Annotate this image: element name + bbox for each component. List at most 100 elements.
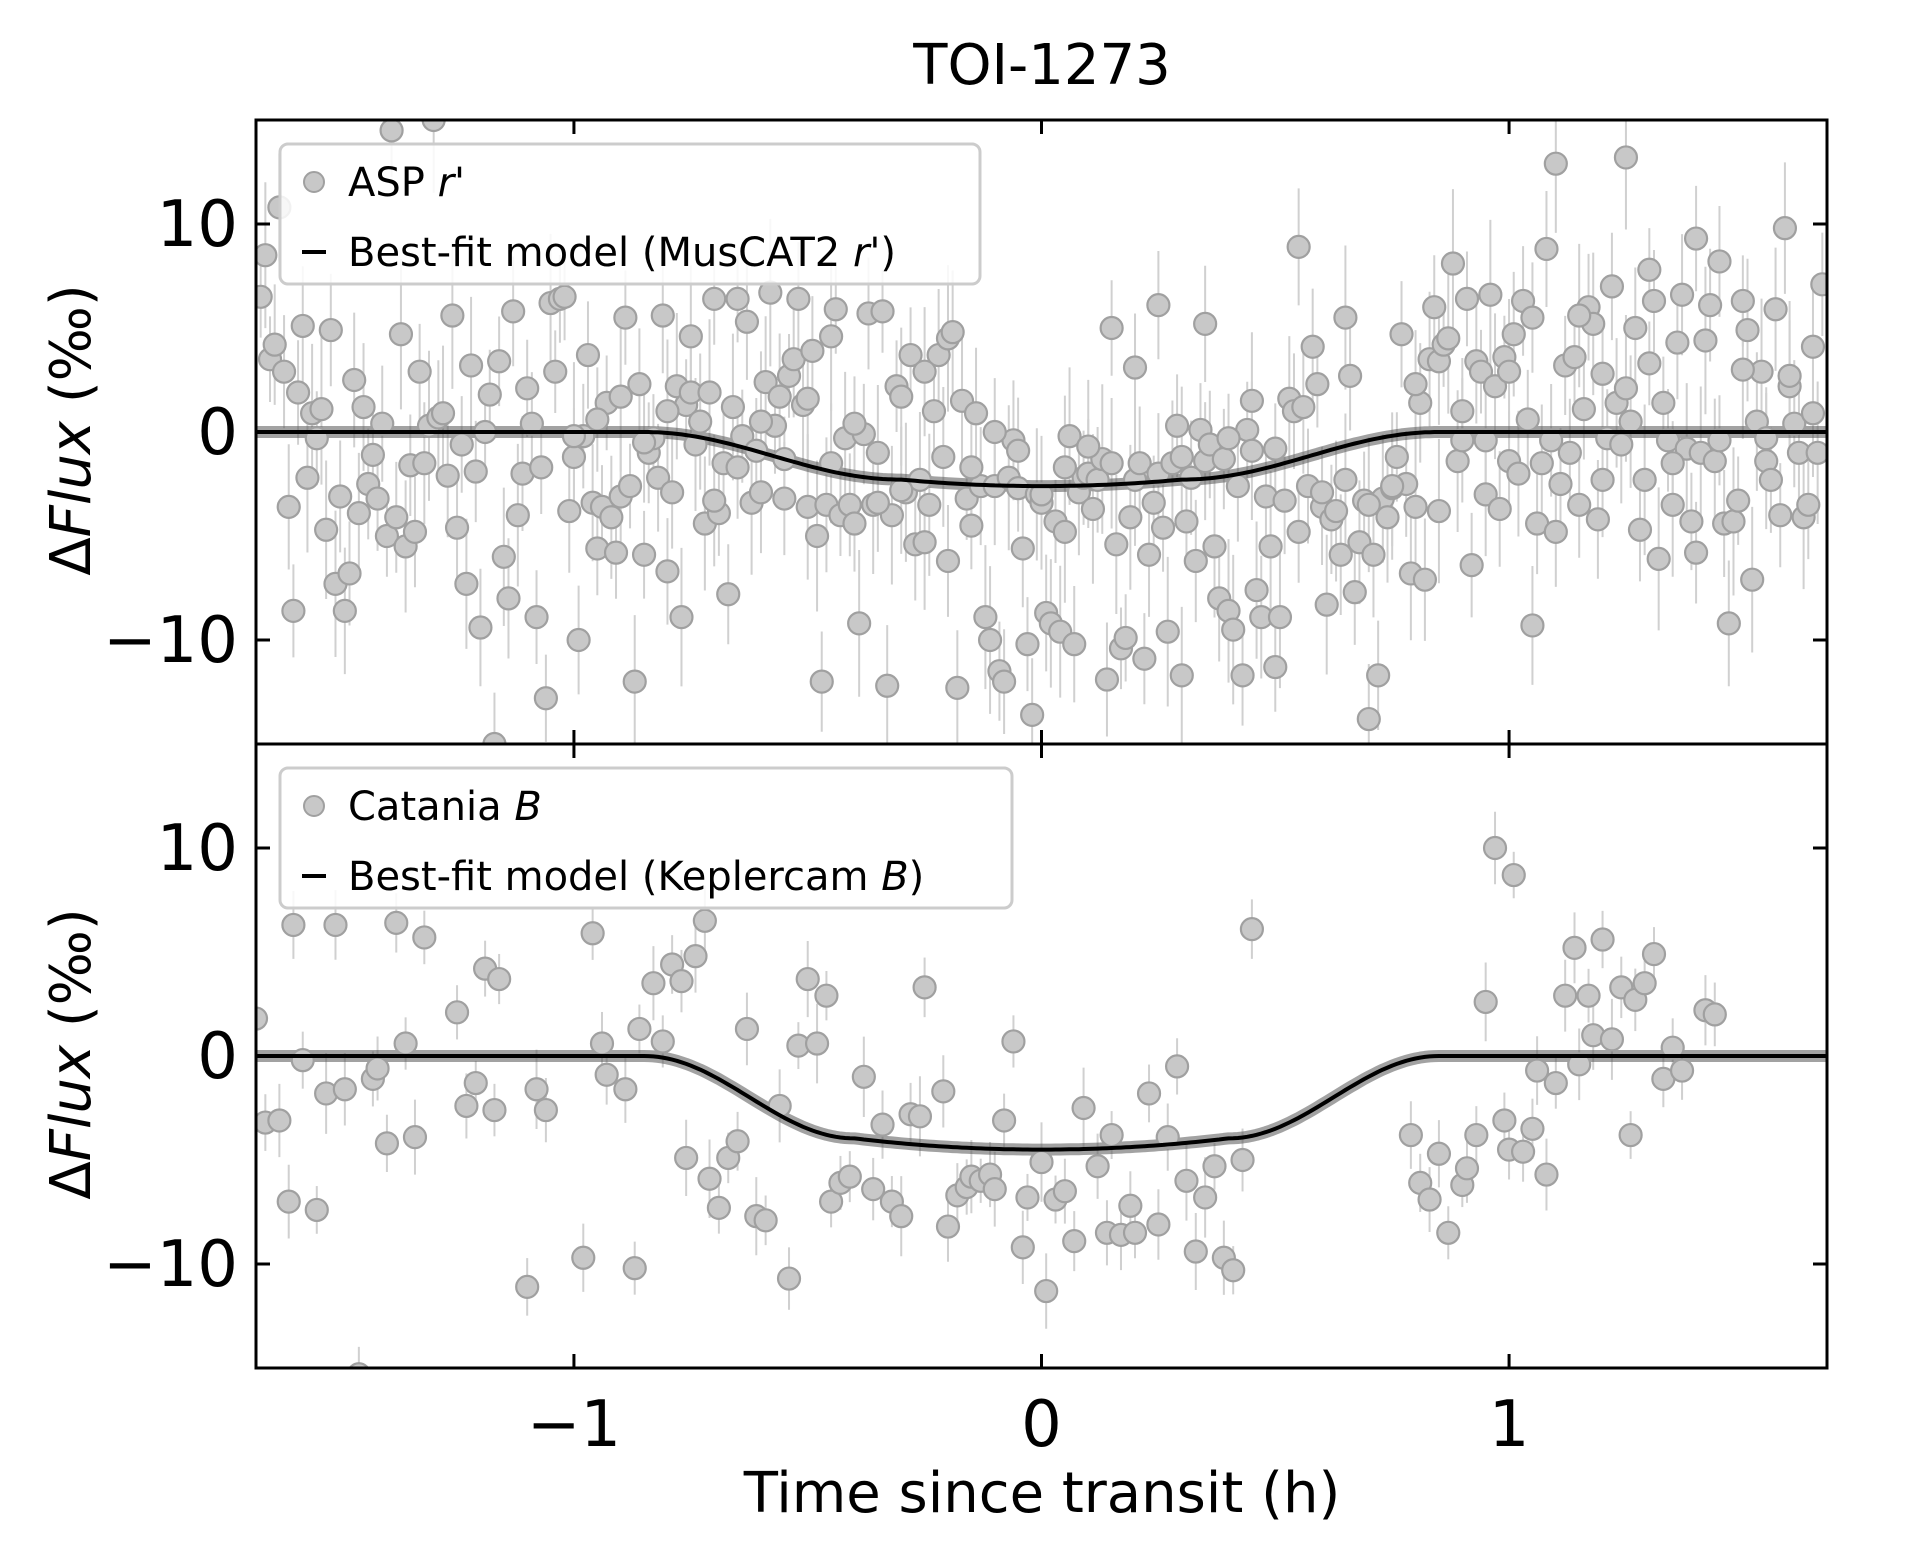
data-point [959, 513, 984, 538]
data-point [1683, 226, 1709, 251]
data-point [346, 501, 371, 526]
data-point [1721, 509, 1746, 534]
x-tick-label: 1 [1489, 1388, 1530, 1462]
data-point [1099, 1122, 1124, 1148]
data-point [669, 605, 694, 630]
data-point [1800, 334, 1826, 359]
data-point [444, 515, 470, 540]
data-point [1202, 1154, 1227, 1179]
data-point [444, 1000, 470, 1025]
data-point [1221, 617, 1246, 642]
data-point [1230, 1147, 1255, 1173]
legend-entry-italic: B [881, 854, 908, 900]
legend-entry-italic: r [853, 230, 872, 276]
data-point [1333, 305, 1358, 330]
data-point [804, 1031, 830, 1056]
data-point [295, 465, 320, 490]
data-point [365, 1056, 390, 1081]
data-point [281, 912, 306, 938]
data-point [646, 465, 671, 490]
data-point [1609, 432, 1634, 457]
data-point [889, 384, 914, 409]
data-point [1076, 434, 1101, 459]
data-point [1328, 542, 1353, 567]
data-point [1164, 1054, 1190, 1079]
data-point [683, 944, 708, 969]
data-point [552, 284, 577, 309]
data-point [458, 353, 484, 378]
data-point [678, 324, 703, 349]
legend-box [278, 766, 1014, 910]
data-point [847, 611, 872, 636]
data-point [402, 1125, 428, 1150]
data-point [940, 320, 965, 345]
data-point [1029, 1149, 1054, 1175]
data-point [1010, 536, 1035, 561]
data-point [557, 498, 582, 524]
data-point [524, 605, 549, 630]
data-point [1225, 473, 1250, 499]
data-point [977, 627, 1003, 653]
data-point [1525, 1058, 1550, 1083]
data-point [1660, 451, 1685, 476]
data-point [454, 1093, 479, 1119]
data-point [1436, 1220, 1461, 1245]
data-point [1239, 388, 1265, 413]
data-point [753, 369, 778, 395]
data-point [379, 120, 404, 143]
data-point [776, 1266, 802, 1291]
legend-box [278, 142, 982, 286]
data-point [1342, 580, 1367, 605]
data-point [702, 488, 727, 513]
data-point [818, 1189, 844, 1214]
data-point [505, 503, 530, 528]
data-point [477, 382, 502, 407]
data-point [1800, 401, 1826, 426]
data-point [487, 349, 512, 374]
data-point [1305, 372, 1330, 397]
data-point [973, 605, 998, 630]
data-point [1211, 446, 1236, 472]
data-point [1122, 355, 1148, 380]
legend-marker-points [303, 171, 325, 193]
data-point [1777, 363, 1802, 388]
data-point [1510, 1139, 1536, 1164]
data-point [865, 490, 890, 515]
data-point [1263, 654, 1288, 680]
legend-entry-text: Best-fit model (Keplercam B) [348, 854, 924, 900]
data-point [617, 473, 643, 499]
data-point [1730, 357, 1755, 382]
data-point [351, 394, 376, 420]
data-point [1576, 983, 1601, 1008]
data-point [1599, 274, 1625, 299]
data-point [912, 975, 937, 1000]
data-point [1141, 490, 1166, 515]
best-fit-model-line [256, 1054, 1827, 1152]
data-point [921, 399, 947, 424]
data-point [931, 444, 956, 470]
x-axis-label: Time since transit (h) [743, 1461, 1341, 1526]
data-point [262, 332, 287, 357]
data-point [1436, 326, 1461, 351]
data-point [1244, 577, 1269, 603]
data-point [1758, 467, 1783, 492]
data-point [935, 1214, 961, 1239]
data-point [271, 359, 297, 384]
data-point [1169, 444, 1194, 470]
legend-entry-text: Catania B [348, 784, 542, 830]
data-point [1174, 1168, 1199, 1193]
data-point [1389, 322, 1414, 347]
data-point [482, 1097, 507, 1123]
data-point [725, 286, 750, 311]
data-point [463, 459, 488, 484]
data-point [1094, 667, 1120, 692]
y-tick-label: 0 [197, 396, 238, 470]
data-point [1034, 1278, 1059, 1304]
data-point [412, 451, 437, 476]
data-point [463, 1070, 488, 1096]
data-point [430, 401, 456, 426]
data-point [1468, 359, 1494, 384]
data-point [388, 322, 414, 347]
data-point [1534, 1162, 1559, 1187]
data-point [1384, 444, 1409, 470]
